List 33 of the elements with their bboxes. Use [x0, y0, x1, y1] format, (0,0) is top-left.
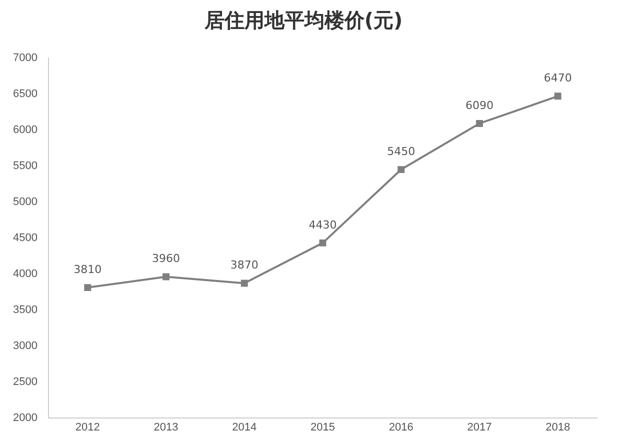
- y-tick-label: 2000: [12, 412, 38, 424]
- point: [240, 280, 248, 287]
- data-label: 4430: [308, 218, 337, 232]
- data-label: 5450: [387, 144, 416, 158]
- x-tick-label: 2012: [75, 421, 100, 434]
- x-tick-label: 2013: [154, 421, 178, 434]
- y-tick-label: 2500: [12, 376, 38, 388]
- x-tick-label: 2014: [232, 421, 257, 434]
- y-tick-label: 3500: [12, 304, 38, 316]
- x-tick-label: 2016: [388, 421, 414, 434]
- y-tick-label: 5000: [12, 196, 38, 208]
- point: [162, 273, 170, 280]
- point: [476, 120, 483, 127]
- data-label: 3810: [74, 262, 102, 276]
- y-tick-label: 6000: [12, 124, 38, 136]
- y-tick-label: 3000: [12, 340, 38, 352]
- y-tick-label: 4000: [12, 268, 38, 280]
- y-tick-label: 6500: [12, 88, 38, 100]
- y-tick-label: 4500: [12, 232, 38, 244]
- y-tick-label: 5500: [12, 160, 38, 172]
- data-label: 6090: [465, 98, 494, 112]
- point: [84, 284, 92, 292]
- point: [554, 92, 562, 100]
- point: [319, 239, 326, 246]
- point: [398, 166, 405, 174]
- chart-title: 居住用地平均楼价(元): [203, 8, 403, 32]
- x-tick-label: 2017: [467, 421, 492, 434]
- data-label: 6470: [544, 72, 572, 84]
- x-tick-label: 2015: [310, 421, 335, 434]
- y-tick-label: 7000: [12, 52, 38, 64]
- data-label: 3960: [152, 252, 180, 266]
- data-label: 3870: [230, 258, 258, 272]
- x-tick-label: 2018: [546, 421, 570, 434]
